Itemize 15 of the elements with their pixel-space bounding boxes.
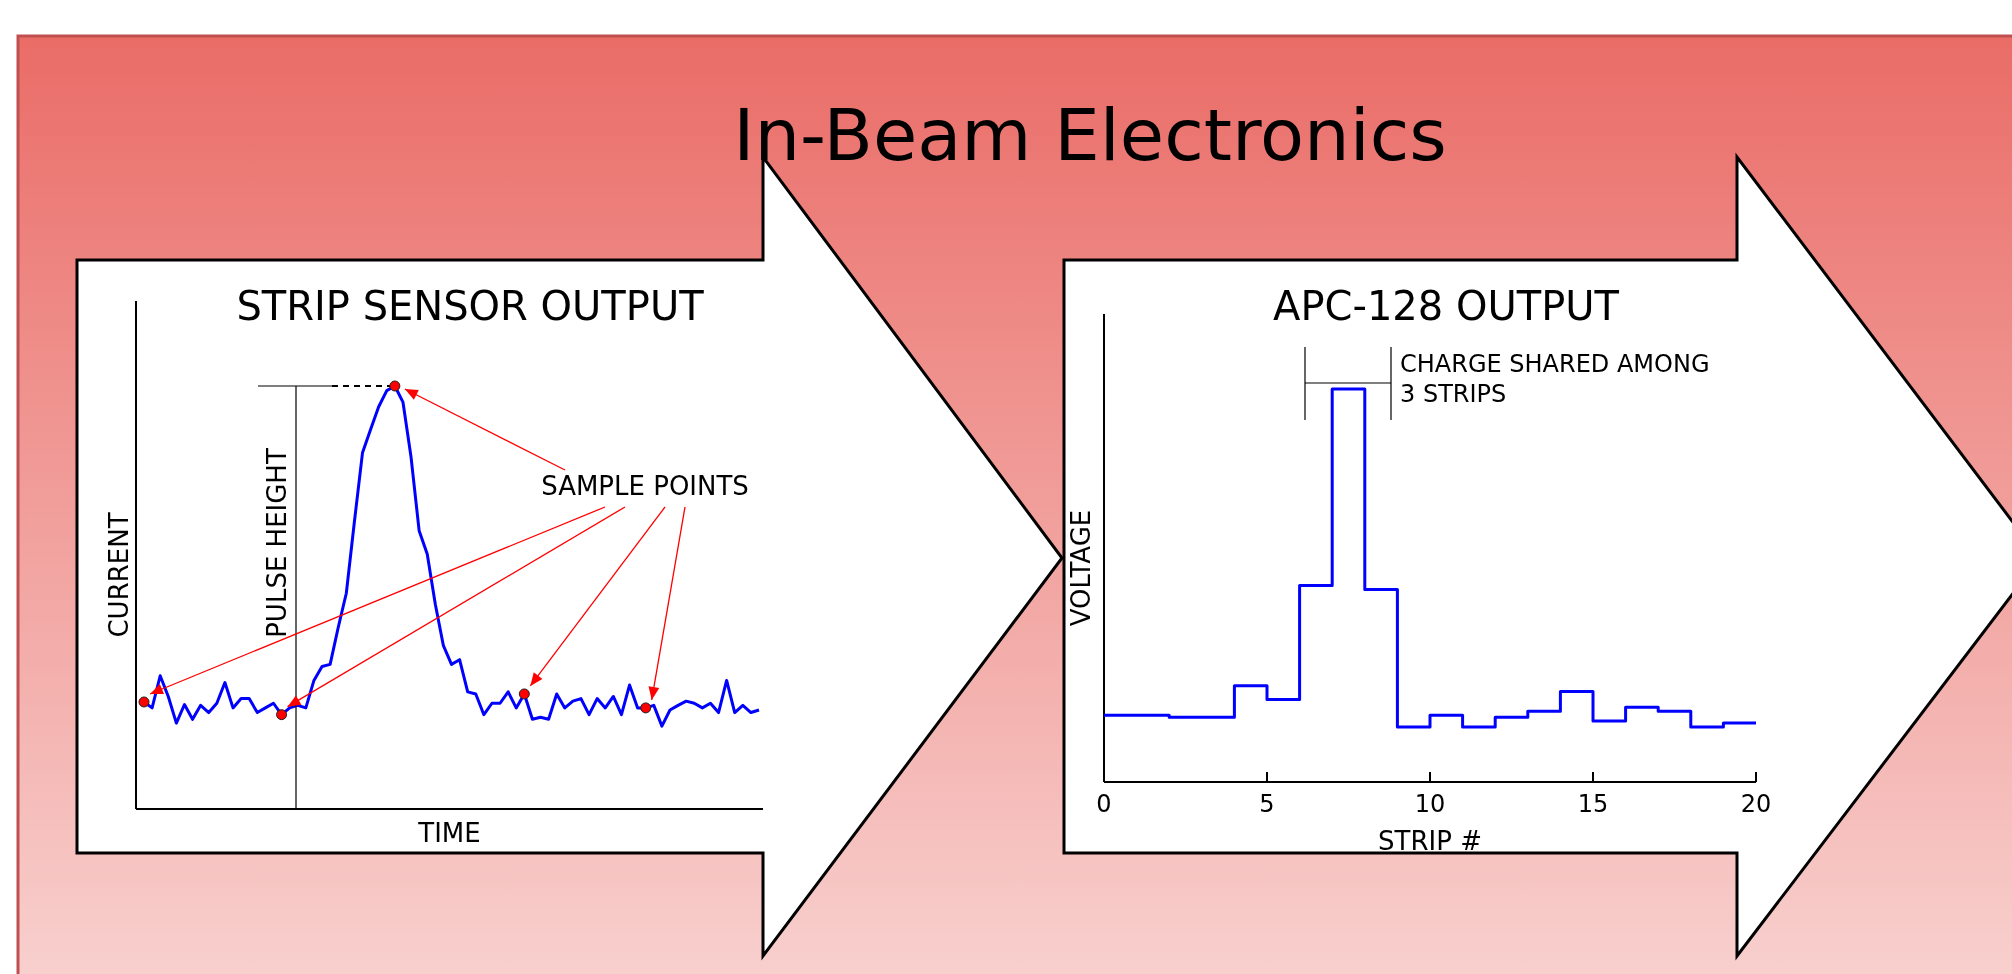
chart-title: STRIP SENSOR OUTPUT [236, 283, 705, 329]
x-tick-label: 15 [1577, 790, 1609, 818]
annotation: CHARGE SHARED AMONG 3 STRIPS [1400, 350, 1710, 408]
x-axis-title: STRIP # [1378, 826, 1482, 856]
x-tick-label: 0 [1096, 790, 1112, 818]
annotation: SAMPLE POINTS [541, 471, 749, 501]
y-axis-title: VOLTAGE [1066, 509, 1096, 627]
x-tick-label: 5 [1259, 790, 1275, 818]
text: In-Beam Electronics [733, 93, 1447, 177]
x-tick-label: 20 [1740, 790, 1772, 818]
annotation: PULSE HEIGHT [262, 448, 292, 638]
x-axis-title: TIME [417, 818, 481, 848]
y-axis-title: CURRENT [104, 512, 134, 638]
x-tick-label: 10 [1414, 790, 1446, 818]
chart-title: APC-128 OUTPUT [1273, 283, 1620, 329]
